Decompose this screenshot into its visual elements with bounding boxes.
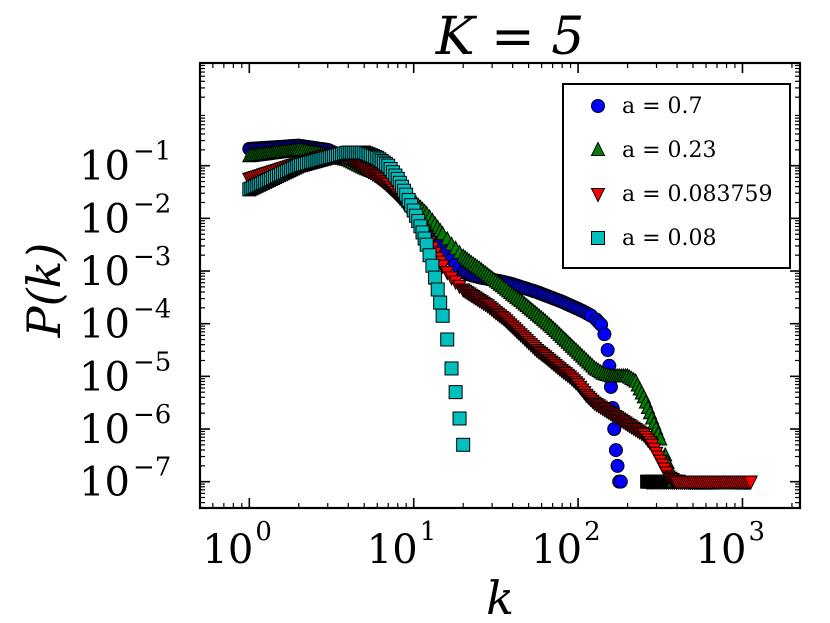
x-tick-label: 10 2 <box>531 517 600 573</box>
x-tick-label-exponent: 1 <box>420 517 437 547</box>
minor-ticks <box>200 63 800 508</box>
data-point <box>610 458 625 473</box>
legend-entry: a = 0.7 <box>591 94 703 119</box>
data-point <box>613 474 628 489</box>
x-tick-label-base: 10 <box>367 527 418 573</box>
y-tick-label-exponent: −6 <box>133 400 171 430</box>
y-tick-label: 10 −5 <box>79 347 171 400</box>
x-tick-label: 10 3 <box>696 517 765 573</box>
legend-label: a = 0.23 <box>622 138 717 163</box>
data-point <box>743 475 758 491</box>
legend: a = 0.7 a = 0.23 a = 0.083759 a = 0.08 <box>562 83 791 269</box>
data-point <box>448 385 463 400</box>
data-point <box>444 361 459 376</box>
legend-entry: a = 0.083759 <box>590 182 773 207</box>
legend-marker <box>591 99 605 113</box>
data-point <box>433 295 448 310</box>
series-4 <box>242 145 471 452</box>
legend-label: a = 0.08 <box>622 226 717 251</box>
y-tick-label-exponent: −4 <box>133 295 171 325</box>
data-point <box>600 343 615 358</box>
y-tick-label: 10 −2 <box>79 189 171 242</box>
legend-entry: a = 0.23 <box>590 138 717 163</box>
y-tick-labels: 10−110−210−310−410−510−610−7 <box>79 137 171 506</box>
y-tick-label-exponent: −7 <box>133 453 171 483</box>
data-point <box>452 411 467 426</box>
data-point <box>428 270 443 285</box>
data-point <box>435 308 450 323</box>
x-tick-label-exponent: 2 <box>584 517 601 547</box>
data-point <box>597 327 612 342</box>
y-tick-label-base: 10 <box>79 144 130 190</box>
legend-entry: a = 0.08 <box>591 226 717 251</box>
x-tick-label-base: 10 <box>202 527 253 573</box>
x-tick-label-exponent: 0 <box>255 517 272 547</box>
legend-label: a = 0.083759 <box>622 182 773 207</box>
y-tick-label-exponent: −3 <box>133 242 171 272</box>
x-axis-label: k <box>486 571 514 623</box>
y-tick-label: 10 −3 <box>79 242 171 295</box>
y-tick-label-exponent: −5 <box>133 347 171 377</box>
data-point <box>456 437 471 452</box>
x-tick-label-exponent: 3 <box>748 517 765 547</box>
y-tick-label: 10 −6 <box>79 400 171 453</box>
y-tick-label-base: 10 <box>79 354 130 400</box>
plot-area <box>242 138 758 491</box>
y-tick-label-exponent: −1 <box>133 137 171 167</box>
x-tick-label: 10 0 <box>202 517 271 573</box>
x-tick-labels: 10 0 10 1 10 2 10 3 <box>202 517 765 573</box>
legend-marker <box>591 231 605 245</box>
legend-marker <box>590 188 606 203</box>
legend-label: a = 0.7 <box>622 94 703 119</box>
data-point <box>440 332 455 347</box>
y-tick-label-base: 10 <box>79 460 130 506</box>
y-tick-label-exponent: −2 <box>133 189 171 219</box>
chart-title: K = 5 <box>435 7 585 67</box>
x-tick-label-base: 10 <box>696 527 747 573</box>
y-tick-label-base: 10 <box>79 407 130 453</box>
major-ticks <box>200 63 800 508</box>
data-point <box>608 443 623 458</box>
x-tick-label: 10 1 <box>367 517 436 573</box>
y-axis-label: P(k) <box>17 243 71 339</box>
data-point <box>425 258 440 273</box>
y-tick-label-base: 10 <box>79 249 130 295</box>
y-tick-label-base: 10 <box>79 196 130 242</box>
x-tick-label-base: 10 <box>531 527 582 573</box>
y-tick-label: 10 −7 <box>79 453 171 506</box>
y-tick-label: 10 −4 <box>79 295 171 348</box>
y-tick-label: 10 −1 <box>79 137 171 190</box>
y-tick-label-base: 10 <box>79 302 130 348</box>
legend-marker <box>590 141 606 156</box>
data-point <box>430 282 445 297</box>
